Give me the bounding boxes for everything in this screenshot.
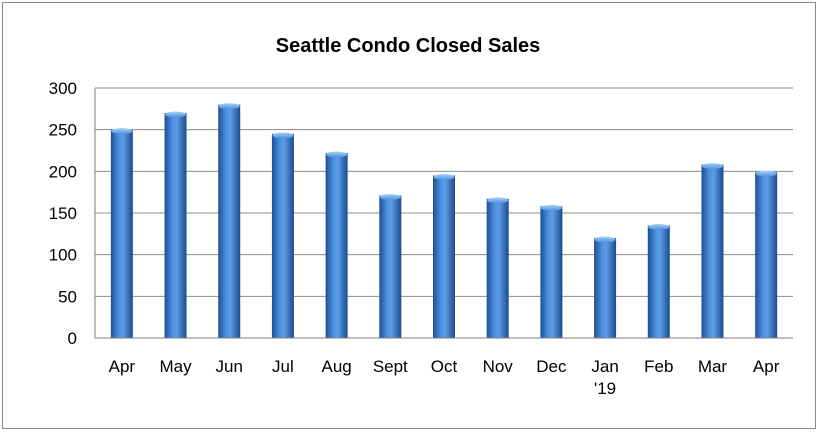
bar-top-highlight: [540, 204, 562, 211]
bar-top-highlight: [111, 128, 133, 135]
bar: [433, 174, 455, 338]
bar-top-highlight: [487, 197, 509, 204]
bar: [379, 194, 402, 338]
bar-body: [540, 206, 563, 338]
bar-body: [164, 113, 187, 338]
bar-body: [325, 153, 348, 338]
bar: [540, 204, 563, 338]
x-tick-label: Jan '19: [591, 357, 618, 398]
bar-top-highlight: [701, 163, 723, 170]
bar-top-highlight: [379, 194, 401, 200]
bar-body: [379, 195, 402, 338]
y-tick-label: 300: [49, 79, 77, 98]
y-tick-label: 250: [49, 121, 77, 140]
bar-top-highlight: [755, 170, 777, 177]
bar-top-highlight: [648, 224, 670, 230]
x-tick-label: Mar: [698, 357, 728, 376]
x-tick-label: Jul: [272, 357, 294, 376]
y-tick-label: 200: [49, 162, 77, 181]
bar: [271, 132, 294, 338]
bar-body: [110, 129, 133, 338]
x-tick-label: Apr: [109, 357, 136, 376]
chart-title: Seattle Condo Closed Sales: [276, 35, 541, 57]
bars: [110, 103, 778, 339]
bar-body: [218, 104, 241, 339]
bar-top-highlight: [165, 111, 187, 118]
x-tick-label: May: [159, 357, 192, 376]
bar-top-highlight: [433, 174, 455, 180]
bar-top-highlight: [326, 151, 348, 158]
bar-top-highlight: [218, 103, 240, 110]
bar-body: [701, 164, 724, 338]
chart-frame: [2, 2, 816, 429]
x-tick-label: Aug: [321, 357, 351, 376]
x-tick-label: Apr: [753, 357, 780, 376]
y-tick-label: 50: [58, 287, 77, 306]
x-tick-label: Feb: [644, 357, 673, 376]
x-tick-label: Oct: [431, 357, 458, 376]
bar: [325, 151, 348, 338]
bar-body: [271, 133, 294, 338]
x-tick-label: Dec: [536, 357, 567, 376]
x-tick-label: Nov: [483, 357, 514, 376]
x-axis-tick-labels: Apr May Jun Jul Aug Sept Oct Nov Dec Jan '19 Feb Mar…: [109, 357, 780, 398]
bar-body: [594, 238, 617, 338]
bar: [701, 163, 724, 338]
y-tick-label: 100: [49, 246, 77, 265]
x-tick-label: Sept: [373, 357, 408, 376]
bar: [755, 170, 778, 338]
bar: [164, 111, 187, 338]
bar: [647, 224, 670, 338]
bar-body: [755, 172, 778, 338]
bar-body: [647, 225, 670, 338]
gridlines: [95, 87, 793, 297]
bar-body: [486, 198, 509, 338]
y-axis-tick-labels: 0 50 100 150 200 250 300: [49, 79, 77, 348]
bar: [110, 128, 133, 338]
bar: [594, 236, 617, 338]
bar-body: [433, 175, 455, 338]
y-tick-label: 150: [49, 204, 77, 223]
bar: [218, 103, 241, 339]
y-tick-label: 0: [68, 329, 77, 348]
bar-top-highlight: [272, 132, 294, 139]
x-tick-label: Jun: [216, 357, 243, 376]
bar-top-highlight: [594, 236, 616, 243]
bar: [486, 197, 509, 338]
